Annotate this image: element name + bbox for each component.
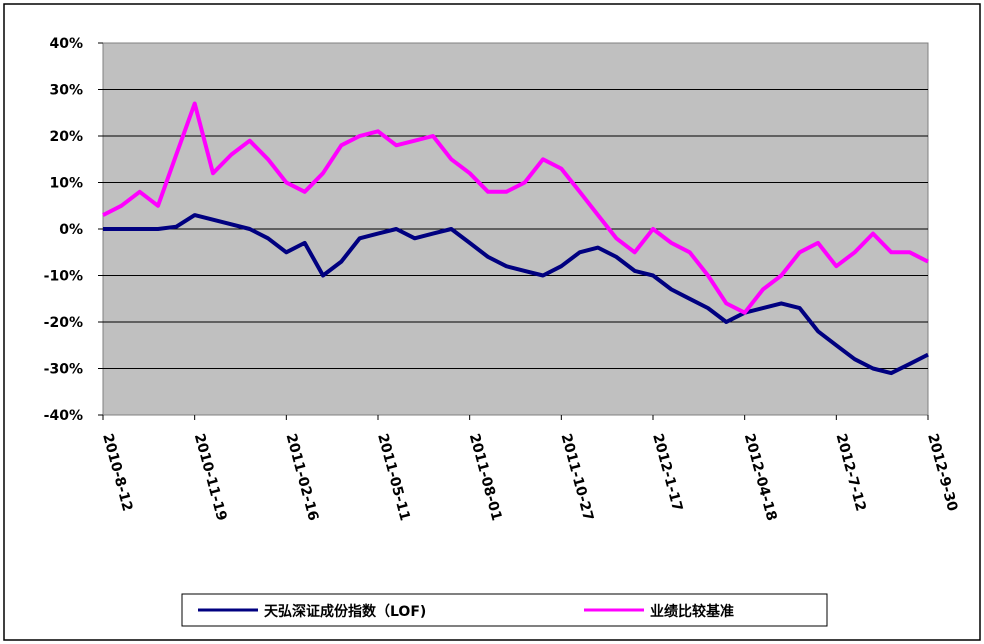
y-tick-label: 20% (49, 129, 83, 145)
y-tick-label: -40% (44, 408, 83, 424)
y-tick-label: -20% (44, 315, 83, 331)
gridlines (103, 89, 928, 369)
legend-label-series-1: 天弘深证成份指数（LOF) (264, 603, 426, 620)
y-tick-label: 10% (49, 176, 83, 192)
legend-box (181, 593, 828, 627)
y-tick-label: -10% (44, 269, 83, 285)
legend: 天弘深证成份指数（LOF) 业绩比较基准 (181, 593, 828, 627)
series-line-2 (102, 101, 929, 315)
y-tick-label: 30% (49, 83, 83, 99)
y-axis-ticks: 40% 30% 20% 10% 0% -10% -20% -30% -40% (44, 36, 103, 424)
y-tick-label: -30% (44, 362, 83, 378)
legend-label-series-2: 业绩比较基准 (650, 603, 734, 620)
y-tick-label: 40% (49, 36, 83, 52)
y-tick-label: 0% (59, 222, 83, 238)
series-layer (102, 101, 929, 376)
series-line-1 (103, 213, 929, 376)
